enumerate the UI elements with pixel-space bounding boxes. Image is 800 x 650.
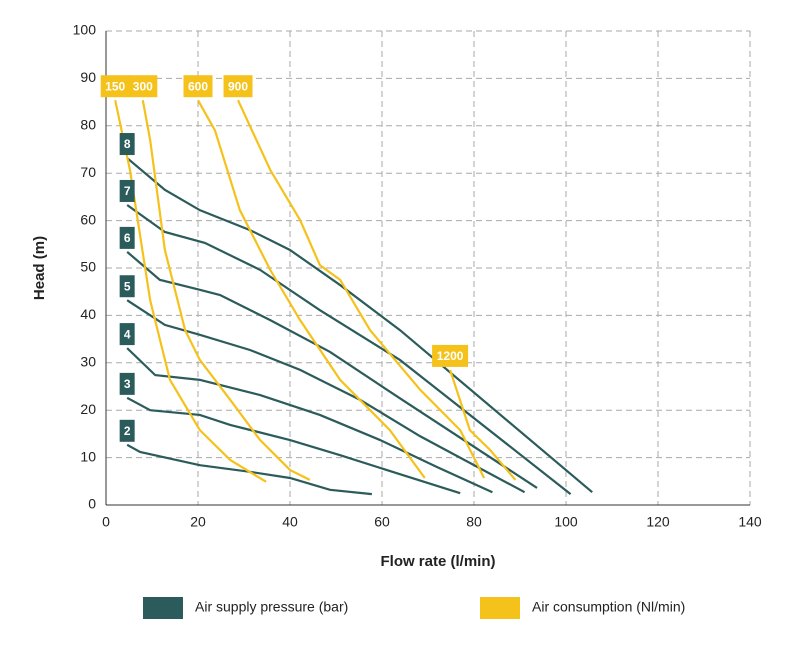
series-label: 600	[188, 79, 208, 93]
series-label: 3	[124, 377, 131, 391]
series-label-box	[119, 372, 135, 395]
series-line	[126, 299, 526, 494]
y-axis-label: Head (m)	[31, 236, 48, 300]
series-label-box	[119, 323, 135, 346]
series-label: 900	[228, 79, 248, 93]
x-tick-label: 40	[282, 514, 298, 530]
x-tick-label: 60	[374, 514, 390, 530]
series-label-box	[119, 419, 135, 442]
series-line	[197, 99, 426, 479]
series-line	[126, 443, 372, 496]
series-label: 4	[124, 327, 131, 341]
legend-label: Air supply pressure (bar)	[195, 599, 348, 615]
series-label-box	[128, 75, 158, 98]
series-label-box	[119, 275, 135, 298]
series-label-box	[119, 179, 135, 202]
series-line	[126, 396, 461, 495]
y-tick-label: 90	[80, 69, 96, 85]
legend-swatch	[143, 597, 183, 619]
series-line	[141, 100, 311, 481]
series-label: 8	[124, 137, 131, 151]
x-tick-label: 0	[102, 514, 110, 530]
series-label: 7	[124, 184, 131, 198]
y-tick-label: 40	[80, 306, 96, 322]
series-label-box	[100, 75, 130, 98]
legend-label: Air consumption (Nl/min)	[532, 599, 685, 615]
x-tick-label: 20	[190, 514, 206, 530]
series-label: 6	[124, 231, 131, 245]
series-line	[237, 99, 486, 479]
y-tick-label: 60	[80, 211, 96, 227]
series-label: 150	[105, 79, 125, 93]
x-axis-label: Flow rate (l/min)	[380, 553, 495, 570]
series-label: 5	[124, 279, 131, 293]
x-tick-label: 100	[554, 514, 578, 530]
series-line	[126, 251, 538, 489]
y-tick-label: 30	[80, 354, 96, 370]
y-tick-label: 10	[80, 448, 96, 464]
y-tick-label: 0	[88, 496, 96, 512]
series-label-box	[119, 133, 135, 156]
series-label-box	[223, 75, 253, 98]
y-tick-label: 20	[80, 401, 96, 417]
series-line	[126, 347, 493, 494]
series-label-box	[183, 75, 213, 98]
series-line	[449, 369, 517, 481]
legend-swatch	[480, 597, 520, 619]
series-line	[126, 204, 572, 495]
series-label: 1200	[437, 349, 464, 363]
y-tick-label: 70	[80, 164, 96, 180]
y-tick-label: 50	[80, 259, 96, 275]
x-tick-label: 140	[738, 514, 762, 530]
x-tick-label: 120	[646, 514, 670, 530]
y-tick-label: 100	[73, 22, 97, 38]
series-label: 300	[133, 79, 153, 93]
x-tick-label: 80	[466, 514, 482, 530]
series-label: 2	[124, 424, 131, 438]
series-label-box	[119, 226, 135, 249]
series-label-box	[432, 344, 469, 367]
series-line	[126, 157, 593, 494]
series-line	[114, 99, 267, 483]
y-tick-label: 80	[80, 117, 96, 133]
